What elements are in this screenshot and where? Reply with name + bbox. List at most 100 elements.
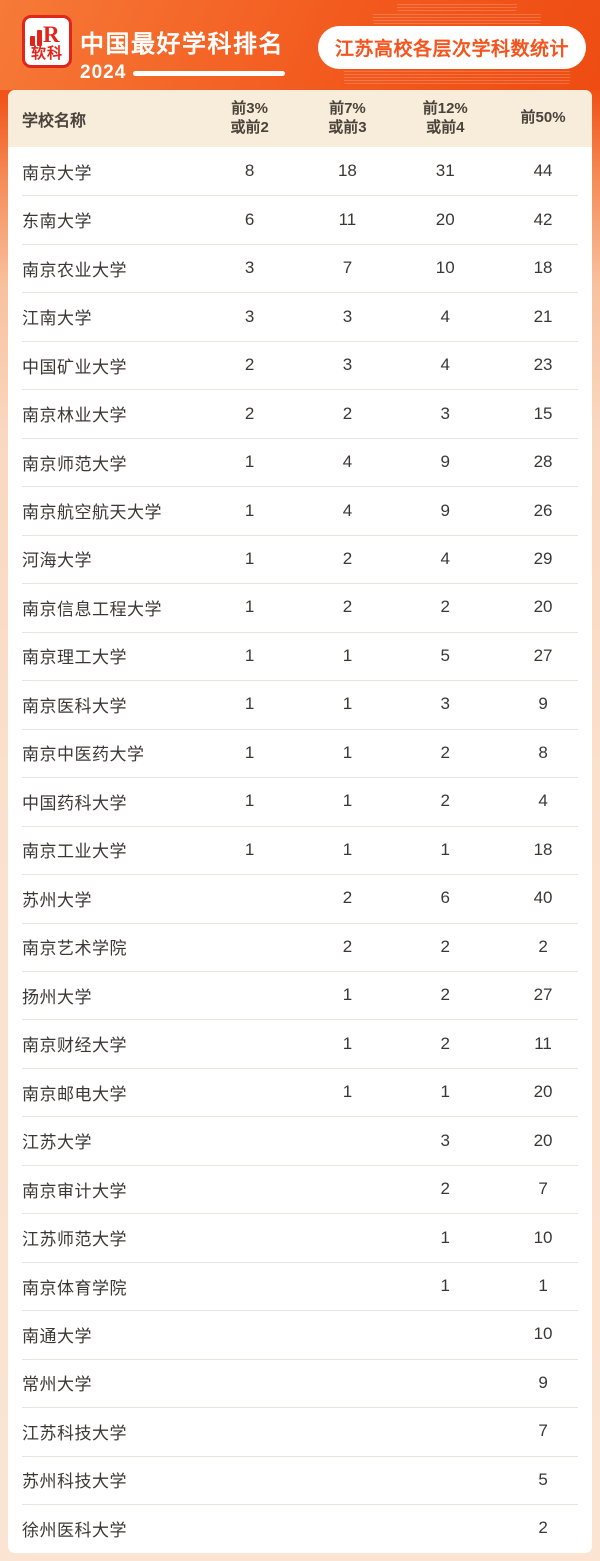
subject-count-cell: 3 xyxy=(342,306,353,326)
brand-title: 中国最好学科排名 xyxy=(80,31,284,58)
subject-count-cell: 44 xyxy=(533,161,553,181)
subject-count-cell: 1 xyxy=(440,1276,450,1296)
table-body: 南京大学 8 18 31 44 东南大学 6 11 20 42 南京农业大学 3 7 10 18 江南大学 3 3… xyxy=(8,147,592,1553)
school-name: 中国矿业大学 xyxy=(22,357,127,377)
subject-count-cell: 1 xyxy=(244,452,255,472)
table-row: 南京大学 8 18 31 44 xyxy=(8,147,592,195)
school-name: 南京工业大学 xyxy=(22,842,127,862)
school-name: 南京医科大学 xyxy=(22,696,127,716)
subject-count-cell: 7 xyxy=(538,1179,548,1199)
column-header-top3pct: 前3% 或前2 xyxy=(230,99,269,136)
subject-count-cell: 2 xyxy=(440,1179,450,1199)
table-row: 江南大学 3 3 4 21 xyxy=(8,292,592,340)
table-row: 常州大学 9 xyxy=(8,1358,592,1407)
table-row: 南京农业大学 3 7 10 18 xyxy=(8,243,592,292)
subject-count-cell: 20 xyxy=(533,1082,553,1102)
school-name: 东南大学 xyxy=(22,212,92,232)
subject-count-cell: 9 xyxy=(538,694,548,714)
school-name: 南通大学 xyxy=(22,1326,92,1346)
subject-count-cell: 2 xyxy=(538,936,548,956)
table-row: 徐州医科大学 2 xyxy=(8,1504,592,1552)
subject-count-cell: 15 xyxy=(533,403,553,423)
table-card: 学校名称 前3% 或前2 前7% 或前3 前12% 或前4 前50% 南京大学 8… xyxy=(8,90,592,1553)
school-name: 常州大学 xyxy=(22,1375,92,1395)
subject-count-cell: 3 xyxy=(244,258,255,278)
table-row: 南京体育学院 1 1 xyxy=(8,1261,592,1310)
subject-count-cell: 11 xyxy=(338,209,357,229)
subject-count-cell: 2 xyxy=(342,597,353,617)
school-name: 南京体育学院 xyxy=(22,1278,127,1298)
table-row: 扬州大学 1 2 27 xyxy=(8,970,592,1019)
table-header-row: 学校名称 前3% 或前2 前7% 或前3 前12% 或前4 前50% xyxy=(8,90,592,147)
subject-count-cell: 1 xyxy=(342,839,353,859)
subject-count-cell: 1 xyxy=(244,742,255,762)
subject-count-cell: 1 xyxy=(440,1227,450,1247)
school-name: 中国药科大学 xyxy=(22,793,127,813)
school-name: 江南大学 xyxy=(22,309,92,329)
table-row: 苏州大学 2 6 40 xyxy=(8,874,592,922)
subject-count-cell: 4 xyxy=(342,500,353,520)
subject-count-cell: 1 xyxy=(244,645,255,665)
subject-count-cell: 2 xyxy=(342,936,353,956)
subject-count-cell: 10 xyxy=(533,1324,553,1344)
subject-count-cell: 40 xyxy=(533,888,553,908)
column-header-top50pct: 前50% xyxy=(520,109,566,127)
column-header-top12pct: 前12% 或前4 xyxy=(422,99,468,136)
table-row: 南京信息工程大学 1 2 2 20 xyxy=(8,583,592,631)
subject-count-cell: 5 xyxy=(440,645,450,665)
subject-count-cell: 3 xyxy=(244,306,255,326)
school-name: 南京信息工程大学 xyxy=(22,599,162,619)
school-name: 江苏科技大学 xyxy=(22,1423,127,1443)
subject-count-cell: 2 xyxy=(244,403,255,423)
school-name: 江苏师范大学 xyxy=(22,1230,127,1250)
table-row: 南京航空航天大学 1 4 9 26 xyxy=(8,486,592,534)
school-name: 扬州大学 xyxy=(22,987,92,1007)
subject-count-cell: 3 xyxy=(440,1130,450,1150)
subject-count-cell: 2 xyxy=(440,742,450,762)
subject-count-cell: 4 xyxy=(440,355,450,375)
logo-text: 软科 xyxy=(30,45,63,62)
table-row: 东南大学 6 11 20 42 xyxy=(8,195,592,243)
table-row: 南京医科大学 1 1 3 9 xyxy=(8,680,592,728)
subject-count-cell: 1 xyxy=(342,694,353,714)
subject-count-cell: 1 xyxy=(244,597,255,617)
subject-count-cell: 1 xyxy=(342,1033,353,1053)
bar-chart-icon: R xyxy=(30,22,60,46)
subject-count-cell: 10 xyxy=(533,1227,553,1247)
table-row: 南通大学 10 xyxy=(8,1310,592,1358)
table-row: 南京理工大学 1 1 5 27 xyxy=(8,631,592,680)
subject-count-cell: 2 xyxy=(538,1518,548,1538)
table-row: 南京林业大学 2 2 3 15 xyxy=(8,389,592,437)
table-row: 南京工业大学 1 1 1 18 xyxy=(8,825,592,874)
subject-count-cell: 4 xyxy=(440,306,450,326)
subject-count-cell: 1 xyxy=(244,791,255,811)
subject-count-cell: 1 xyxy=(440,839,450,859)
table-row: 南京师范大学 1 4 9 28 xyxy=(8,437,592,486)
school-name: 南京财经大学 xyxy=(22,1036,127,1056)
subject-count-cell: 3 xyxy=(342,355,353,375)
brand-year-row: 2024 xyxy=(80,62,286,84)
school-name: 徐州医科大学 xyxy=(22,1520,127,1540)
shangharanking-logo: R 软科 xyxy=(22,15,72,68)
logo-letter: R xyxy=(43,22,60,47)
subject-count-cell: 2 xyxy=(440,597,450,617)
subject-count-cell: 1 xyxy=(440,1082,450,1102)
subject-count-cell: 2 xyxy=(440,936,450,956)
table-row: 南京艺术学院 2 2 2 xyxy=(8,922,592,971)
table-row: 江苏师范大学 1 10 xyxy=(8,1213,592,1261)
subject-count-cell: 1 xyxy=(244,548,255,568)
subject-count-cell: 20 xyxy=(435,209,455,229)
subject-count-cell: 1 xyxy=(342,791,353,811)
subject-count-cell: 1 xyxy=(342,1082,353,1102)
subject-count-cell: 2 xyxy=(342,548,353,568)
school-name: 南京大学 xyxy=(22,163,92,183)
subject-count-cell: 42 xyxy=(533,209,553,229)
header-banner: R 软科 中国最好学科排名 2024 江苏高校各层次学科数统计 xyxy=(0,0,600,90)
subject-count-cell: 1 xyxy=(538,1276,548,1296)
subject-count-cell: 2 xyxy=(342,888,353,908)
school-name: 南京邮电大学 xyxy=(22,1084,127,1104)
subject-count-cell: 1 xyxy=(342,645,353,665)
table-row: 苏州科技大学 5 xyxy=(8,1455,592,1504)
subject-count-cell: 29 xyxy=(533,548,553,568)
